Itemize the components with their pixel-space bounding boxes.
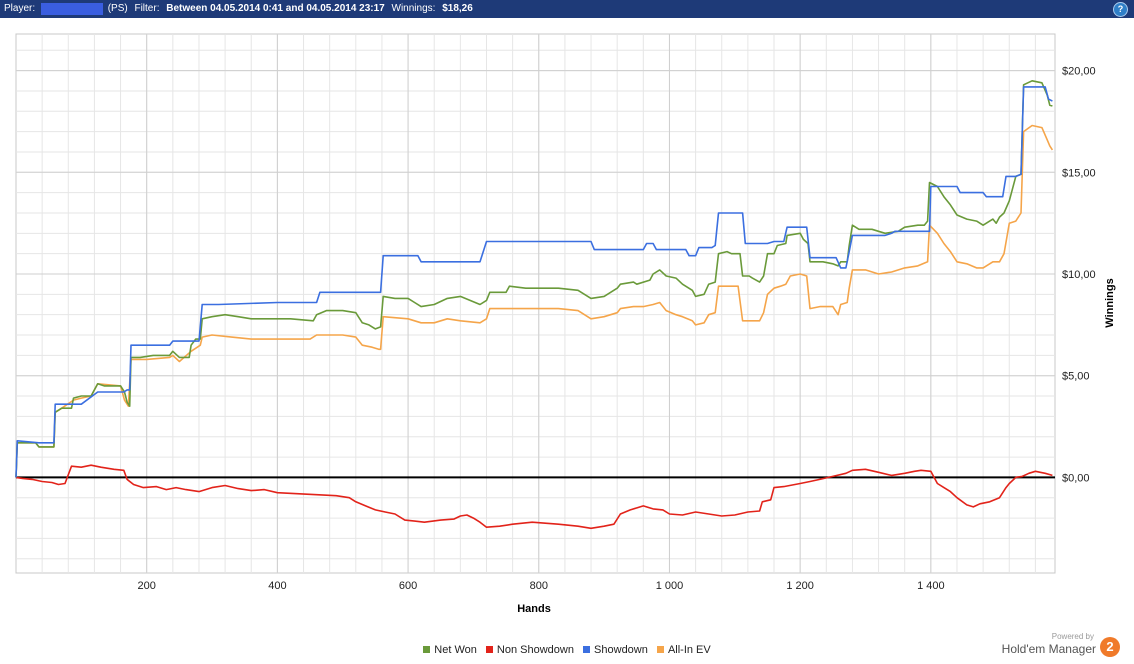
legend-item-net-won[interactable]: Net Won xyxy=(423,644,477,656)
legend-item-showdown[interactable]: Showdown xyxy=(583,644,648,656)
filter-value: Between 04.05.2014 0:41 and 04.05.2014 2… xyxy=(166,3,385,14)
series-lines xyxy=(15,80,1055,530)
y-tick-label: $5,00 xyxy=(1062,371,1090,383)
grid xyxy=(15,33,1056,574)
y-axis-ticks: $0,00 $5,00 $10,00 $15,00 $20,00 xyxy=(1062,66,1096,485)
legend-label-non-showdown: Non Showdown xyxy=(496,644,574,656)
brand-logo-icon: 2 xyxy=(1100,637,1120,657)
legend-label-showdown: Showdown xyxy=(594,644,648,656)
x-axis-ticks: 200 400 600 800 1 000 1 200 1 400 xyxy=(138,580,945,592)
x-tick-label: 600 xyxy=(399,580,417,592)
x-tick-label: 1 200 xyxy=(786,580,814,592)
player-site: (PS) xyxy=(107,3,128,14)
y-axis-label: Winnings xyxy=(1104,278,1116,327)
winnings-label: Winnings: xyxy=(391,3,436,14)
x-axis-label: Hands xyxy=(517,603,551,615)
legend-swatch-showdown xyxy=(583,646,591,653)
powered-by-text: Powered by xyxy=(1051,632,1094,641)
redacted-player-name xyxy=(40,3,103,15)
y-tick-label: $15,00 xyxy=(1062,167,1096,179)
x-tick-label: 1 400 xyxy=(917,580,945,592)
winnings-value: $18,26 xyxy=(442,3,473,14)
series-line-non-showdown xyxy=(15,464,1053,530)
header-bar: Player: (PS) Filter: Between 04.05.2014 … xyxy=(0,0,1134,18)
y-tick-label: $0,00 xyxy=(1062,472,1090,484)
plot-frame xyxy=(15,33,1056,574)
player-label: Player: xyxy=(4,3,36,14)
y-tick-label: $10,00 xyxy=(1062,269,1096,281)
legend-swatch-net-won xyxy=(423,646,431,653)
legend-swatch-all-in-ev xyxy=(656,646,664,653)
legend-swatch-non-showdown xyxy=(485,646,493,653)
winnings-graph: 200 400 600 800 1 000 1 200 1 400 $0,00 $5,00 $1… xyxy=(15,33,1116,615)
y-tick-label: $20,00 xyxy=(1062,66,1096,78)
legend-item-non-showdown[interactable]: Non Showdown xyxy=(485,644,574,656)
x-tick-label: 200 xyxy=(138,580,156,592)
chart-legend: Net Won Non Showdown Showdown All-In EV xyxy=(0,644,1134,656)
x-tick-label: 800 xyxy=(530,580,548,592)
help-icon[interactable]: ? xyxy=(1113,2,1128,17)
series-line-all-in-ev xyxy=(15,124,1054,478)
x-tick-label: 1 000 xyxy=(656,580,684,592)
legend-item-all-in-ev[interactable]: All-In EV xyxy=(656,644,711,656)
series-line-net-won xyxy=(15,80,1053,478)
brand-name: Hold'em Manager xyxy=(1001,642,1096,656)
filter-label: Filter: xyxy=(134,3,160,14)
series-line-showdown xyxy=(15,86,1053,478)
legend-label-net-won: Net Won xyxy=(434,644,477,656)
legend-label-all-in-ev: All-In EV xyxy=(667,644,711,656)
x-tick-label: 400 xyxy=(268,580,286,592)
